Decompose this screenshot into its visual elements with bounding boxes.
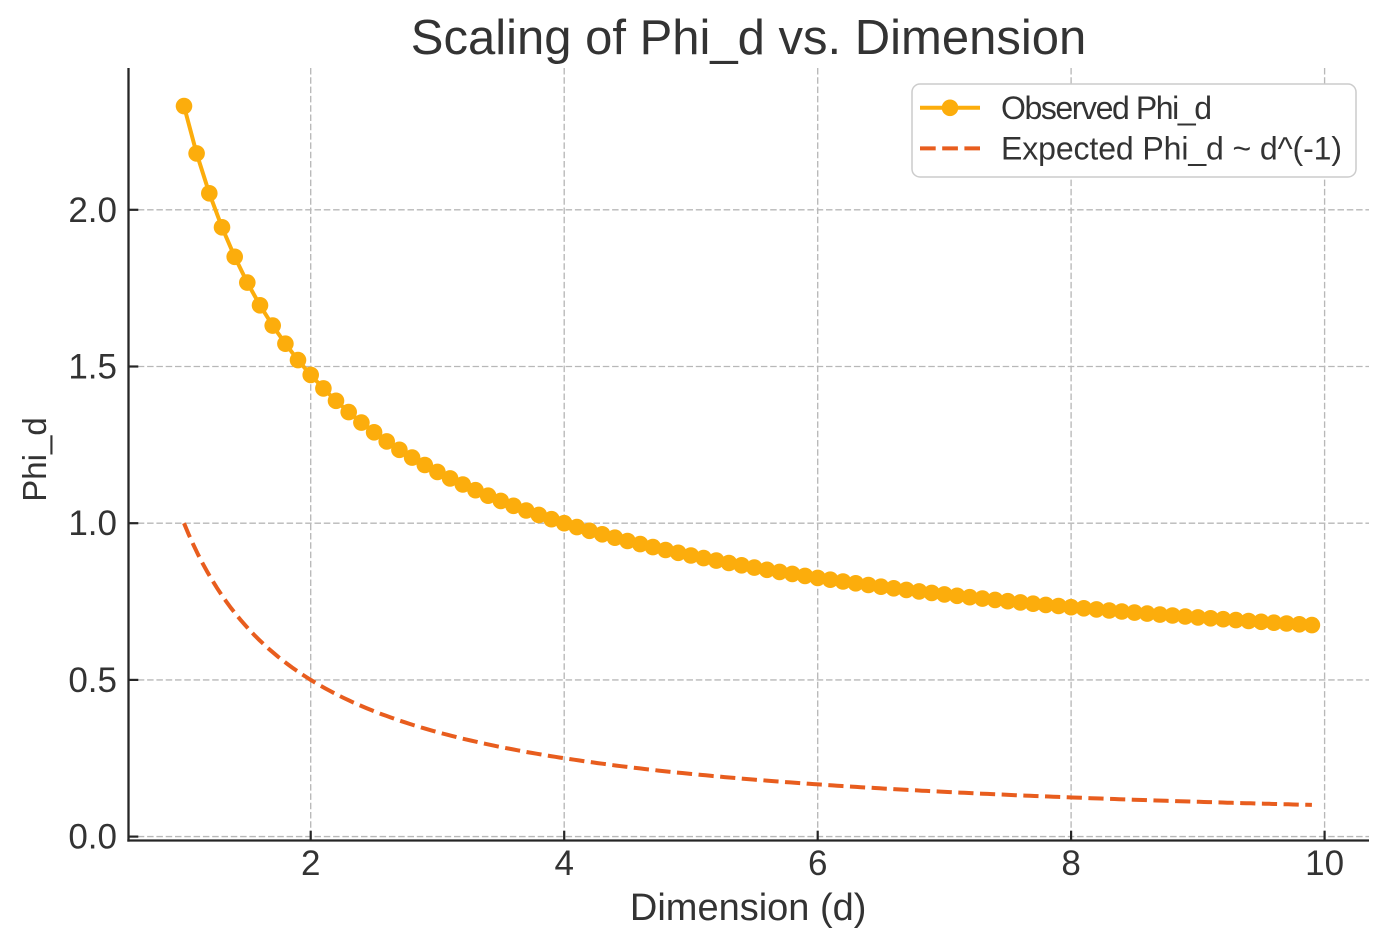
- svg-text:Observed Phi_d: Observed Phi_d: [1001, 90, 1212, 126]
- svg-text:2: 2: [301, 844, 320, 883]
- svg-text:Scaling of Phi_d vs. Dimension: Scaling of Phi_d vs. Dimension: [411, 11, 1086, 65]
- svg-text:2.0: 2.0: [68, 191, 117, 230]
- svg-text:Expected Phi_d ~ d^(-1): Expected Phi_d ~ d^(-1): [1001, 130, 1342, 166]
- svg-text:8: 8: [1061, 844, 1080, 883]
- svg-text:10: 10: [1305, 844, 1344, 883]
- svg-text:0.5: 0.5: [68, 661, 117, 700]
- svg-text:6: 6: [808, 844, 827, 883]
- svg-text:Phi_d: Phi_d: [16, 417, 53, 501]
- svg-text:1.0: 1.0: [68, 504, 117, 543]
- svg-text:1.5: 1.5: [68, 348, 117, 387]
- svg-text:Dimension (d): Dimension (d): [630, 887, 867, 929]
- svg-text:0.0: 0.0: [68, 818, 117, 857]
- svg-text:4: 4: [554, 844, 573, 883]
